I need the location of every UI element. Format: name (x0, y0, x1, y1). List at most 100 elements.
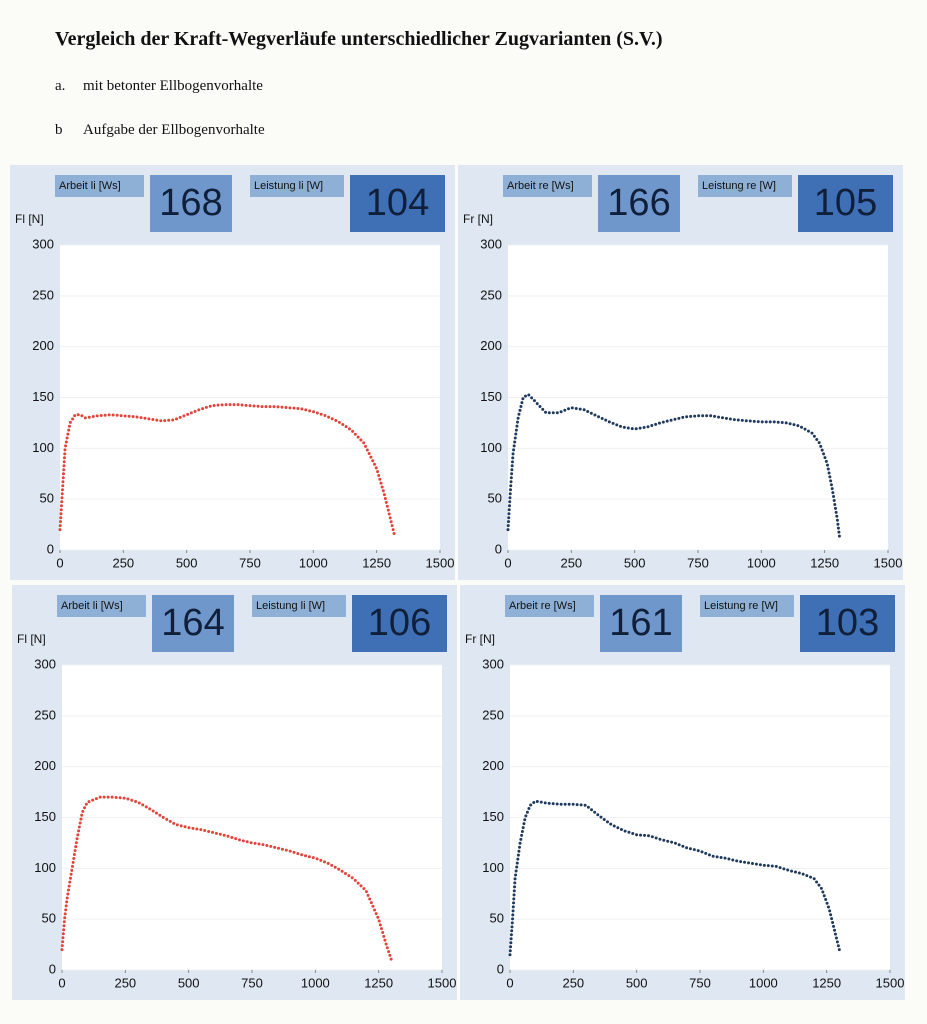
y-axis-label: Fl [N] (15, 212, 44, 226)
indicator-label-box (55, 175, 144, 197)
x-tick-label: 1250 (810, 555, 839, 570)
indicator-value: 161 (609, 602, 672, 644)
indicator-value: 106 (368, 602, 431, 644)
x-tick-label: 1500 (428, 975, 457, 990)
y-tick-label: 250 (482, 707, 504, 722)
indicator-label-box (250, 175, 344, 197)
x-tick-label: 1500 (876, 975, 905, 990)
y-tick-label: 100 (480, 440, 502, 455)
x-tick-label: 500 (626, 975, 648, 990)
y-tick-label: 300 (480, 236, 502, 251)
y-tick-label: 300 (482, 656, 504, 671)
y-tick-label: 200 (32, 338, 54, 353)
indicator-value: 104 (366, 182, 429, 224)
indicator-value-box (798, 175, 893, 232)
item-text: Aufgabe der Ellbogenvorhalte (83, 122, 265, 138)
indicator-label: Arbeit li [Ws] (59, 180, 121, 192)
indicator-value: 168 (159, 182, 222, 224)
y-tick-label: 50 (490, 911, 504, 926)
y-tick-label: 150 (480, 389, 502, 404)
y-tick-label: 0 (495, 541, 502, 556)
y-tick-label: 150 (34, 809, 56, 824)
y-tick-label: 100 (482, 860, 504, 875)
x-tick-label: 750 (687, 555, 709, 570)
y-tick-label: 250 (32, 287, 54, 302)
indicator-label: Leistung li [W] (256, 600, 325, 612)
y-tick-label: 0 (49, 961, 56, 976)
x-tick-label: 250 (560, 555, 582, 570)
y-axis-label: Fl [N] (17, 632, 46, 646)
title: Vergleich der Kraft-Wegverläufe untersch… (55, 28, 663, 50)
y-tick-label: 200 (482, 758, 504, 773)
marker: b (55, 122, 63, 138)
x-tick-label: 500 (178, 975, 200, 990)
y-tick-label: 100 (34, 860, 56, 875)
x-tick-label: 500 (624, 555, 646, 570)
y-tick-label: 200 (480, 338, 502, 353)
x-tick-label: 750 (239, 555, 261, 570)
marker: a. (55, 78, 66, 94)
data-line (60, 795, 393, 962)
data-line (506, 392, 842, 542)
x-tick-label: 1000 (299, 555, 328, 570)
indicator-value-box (150, 175, 232, 232)
y-tick-label: 50 (40, 491, 54, 506)
indicator-label: Arbeit li [Ws] (61, 600, 123, 612)
indicator-value: 103 (816, 602, 879, 644)
x-tick-label: 1250 (364, 975, 393, 990)
indicator-value-box (350, 175, 445, 232)
y-tick-label: 50 (42, 911, 56, 926)
y-tick-label: 0 (47, 541, 54, 556)
indicator-label-box (252, 595, 346, 617)
indicator-label: Leistung li [W] (254, 180, 323, 192)
indicator-value-box (800, 595, 895, 652)
y-tick-label: 250 (34, 707, 56, 722)
indicator-label-box (57, 595, 146, 617)
x-tick-label: 250 (112, 555, 134, 570)
y-tick-label: 150 (32, 389, 54, 404)
y-tick-label: 300 (34, 656, 56, 671)
indicator-value-box (598, 175, 680, 232)
x-tick-label: 1250 (812, 975, 841, 990)
x-tick-label: 1250 (362, 555, 391, 570)
item-text: mit betonter Ellbogenvorhalte (83, 78, 263, 94)
indicator-label-box (698, 175, 792, 197)
y-tick-label: 200 (34, 758, 56, 773)
y-tick-label: 100 (32, 440, 54, 455)
x-tick-label: 1000 (749, 975, 778, 990)
x-tick-label: 0 (58, 975, 65, 990)
x-tick-label: 250 (114, 975, 136, 990)
x-tick-label: 500 (176, 555, 198, 570)
indicator-value-box (152, 595, 234, 652)
indicator-value: 164 (161, 602, 224, 644)
x-tick-label: 1500 (426, 555, 455, 570)
indicator-label-box (505, 595, 594, 617)
y-tick-label: 300 (32, 236, 54, 251)
y-tick-label: 250 (480, 287, 502, 302)
y-tick-label: 50 (488, 491, 502, 506)
data-line (58, 403, 396, 537)
y-axis-label: Fr [N] (463, 212, 493, 226)
x-tick-label: 1500 (874, 555, 903, 570)
x-tick-label: 0 (506, 975, 513, 990)
x-tick-label: 1000 (301, 975, 330, 990)
indicator-label-box (700, 595, 794, 617)
indicator-label-box (503, 175, 592, 197)
indicator-label: Leistung re [W] (704, 600, 778, 612)
indicator-label: Arbeit re [Ws] (509, 600, 576, 612)
x-tick-label: 750 (241, 975, 263, 990)
indicator-label: Arbeit re [Ws] (507, 180, 574, 192)
y-tick-label: 0 (497, 961, 504, 976)
list-item: a. mit betonter Ellbogenvorhalte (55, 78, 263, 95)
indicator-value-box (600, 595, 682, 652)
indicator-value-box (352, 595, 447, 652)
x-tick-label: 1000 (747, 555, 776, 570)
y-axis-label: Fr [N] (465, 632, 495, 646)
x-tick-label: 0 (56, 555, 63, 570)
list-item: b Aufgabe der Ellbogenvorhalte (55, 122, 265, 139)
indicator-value: 105 (814, 182, 877, 224)
x-tick-label: 0 (504, 555, 511, 570)
x-tick-label: 250 (562, 975, 584, 990)
